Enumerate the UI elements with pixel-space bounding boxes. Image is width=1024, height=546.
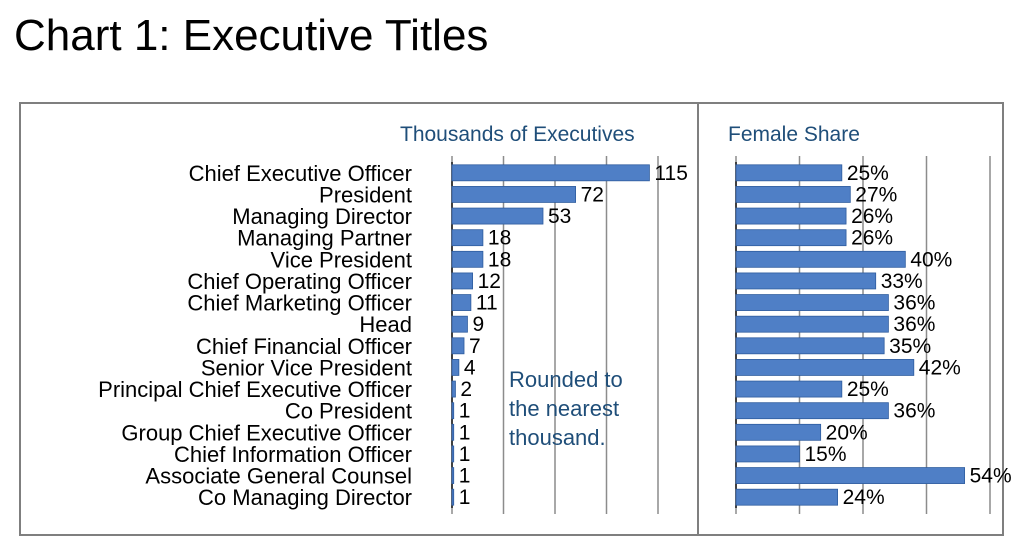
left-data-label: 53 xyxy=(548,205,571,228)
right-bar xyxy=(735,359,915,376)
right-data-label: 40% xyxy=(910,248,952,271)
right-data-label: 35% xyxy=(889,335,931,358)
right-bar xyxy=(735,445,800,463)
right-bar xyxy=(735,294,889,311)
left-data-label: 115 xyxy=(654,162,687,185)
left-bar xyxy=(451,294,472,311)
left-data-label: 7 xyxy=(469,335,481,358)
category-label: Chief Operating Officer xyxy=(187,269,412,294)
left-data-label: 11 xyxy=(476,292,498,315)
left-bar xyxy=(451,337,465,355)
right-bar xyxy=(735,186,851,203)
left-data-label: 4 xyxy=(464,356,476,379)
left-data-label: 12 xyxy=(478,270,501,293)
category-label: Managing Director xyxy=(232,204,412,229)
right-data-label: 36% xyxy=(893,400,935,423)
rounding-note-line: the nearest xyxy=(509,396,619,421)
category-label: Associate General Counsel xyxy=(145,464,412,489)
right-bar xyxy=(735,380,843,398)
left-data-label: 18 xyxy=(488,227,511,250)
left-data-label: 72 xyxy=(581,183,604,206)
left-bar xyxy=(451,250,484,268)
right-data-label: 33% xyxy=(881,270,923,293)
left-bar xyxy=(451,488,455,506)
left-bar xyxy=(451,207,544,225)
left-bar xyxy=(451,380,456,398)
right-data-label: 36% xyxy=(893,313,935,336)
page-title: Chart 1: Executive Titles xyxy=(14,11,489,60)
right-data-label: 20% xyxy=(826,421,868,444)
left-data-label: 9 xyxy=(472,313,484,336)
category-label: Chief Marketing Officer xyxy=(187,291,412,316)
right-bar xyxy=(735,337,885,355)
right-bar xyxy=(735,467,966,484)
category-label: Group Chief Executive Officer xyxy=(121,420,412,445)
left-bar xyxy=(451,467,455,484)
bar-layer xyxy=(451,164,966,506)
left-chart-title: Thousands of Executives xyxy=(400,123,635,146)
right-bar xyxy=(735,272,877,290)
category-label: Managing Partner xyxy=(237,226,412,251)
rounding-note: Rounded to the nearest thousand. xyxy=(509,367,623,450)
right-bar xyxy=(735,488,838,506)
category-label: Vice President xyxy=(271,247,412,272)
right-data-label: 15% xyxy=(805,443,847,466)
left-data-label: 1 xyxy=(459,443,471,466)
rounding-note-line: Rounded to xyxy=(509,367,623,392)
left-bar xyxy=(451,186,576,203)
category-label: Head xyxy=(359,312,412,337)
right-data-label: 36% xyxy=(893,292,935,315)
left-data-label: 18 xyxy=(488,248,511,271)
right-data-label: 27% xyxy=(855,183,897,206)
category-label: Principal Chief Executive Officer xyxy=(98,377,412,402)
right-bar xyxy=(735,423,822,441)
category-label: Co Managing Director xyxy=(198,485,412,510)
category-label: Senior Vice President xyxy=(201,355,412,380)
right-bar xyxy=(735,164,843,182)
category-label: President xyxy=(319,182,412,207)
right-bar xyxy=(735,250,906,268)
left-data-label: 1 xyxy=(459,400,471,423)
right-data-label: 42% xyxy=(919,356,961,379)
left-bar xyxy=(451,272,474,290)
left-bar xyxy=(451,164,650,182)
left-data-label: 1 xyxy=(459,465,471,488)
rounding-note-line: thousand. xyxy=(509,425,606,450)
left-data-label: 1 xyxy=(459,421,471,444)
category-label: Chief Executive Officer xyxy=(189,161,412,186)
right-data-label: 54% xyxy=(970,465,1012,488)
category-label: Chief Financial Officer xyxy=(196,334,412,359)
right-data-label: 25% xyxy=(847,162,889,185)
left-bar xyxy=(451,445,455,463)
right-bar xyxy=(735,315,889,333)
left-bar xyxy=(451,315,468,333)
left-data-label: 1 xyxy=(459,486,471,509)
right-data-label: 24% xyxy=(843,486,885,509)
right-bar xyxy=(735,207,847,225)
right-data-label: 26% xyxy=(851,205,893,228)
left-bar xyxy=(451,359,460,376)
category-label: Co President xyxy=(285,399,412,424)
category-label: Chief Information Officer xyxy=(174,442,412,467)
right-bar xyxy=(735,229,847,247)
left-bar xyxy=(451,229,484,247)
right-data-label: 25% xyxy=(847,378,889,401)
right-bar xyxy=(735,402,889,420)
left-data-label: 2 xyxy=(460,378,472,401)
right-chart-title: Female Share xyxy=(728,123,860,146)
right-data-label: 26% xyxy=(851,227,893,250)
left-bar xyxy=(451,423,455,441)
text-layer: 11572531818121197421111125%27%26%26%40%3… xyxy=(98,161,1011,510)
left-bar xyxy=(451,402,455,420)
